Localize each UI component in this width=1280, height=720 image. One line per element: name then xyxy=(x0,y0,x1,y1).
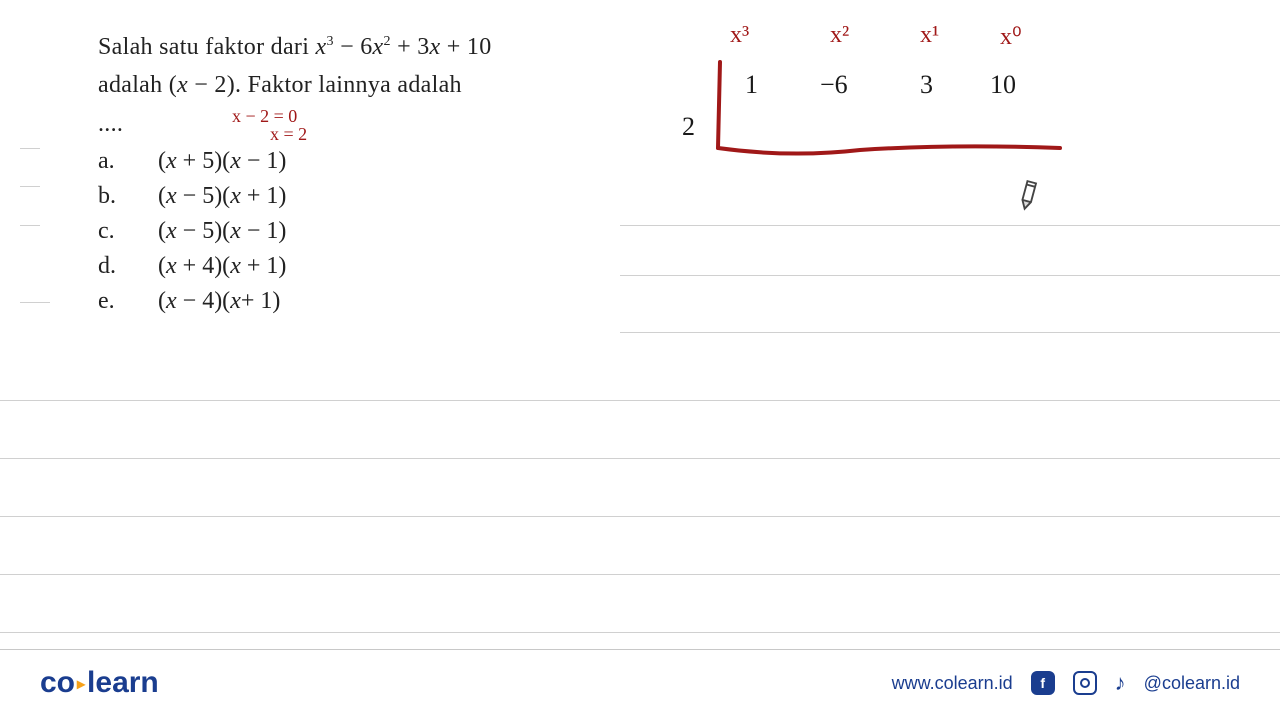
footer-url[interactable]: www.colearn.id xyxy=(892,673,1013,694)
coef-2: −6 xyxy=(820,70,848,100)
coef-4: 10 xyxy=(990,70,1016,100)
header-x2: x² xyxy=(830,22,849,49)
option-b: b.(x − 5)(x + 1) xyxy=(98,183,286,210)
options-list: a.(x + 5)(x − 1) b.(x − 5)(x + 1) c.(x −… xyxy=(98,148,286,323)
header-x0: x⁰ xyxy=(1000,22,1022,51)
coef-1: 1 xyxy=(745,70,758,100)
pencil-icon xyxy=(1008,173,1051,218)
instagram-icon[interactable] xyxy=(1073,671,1097,695)
colearn-logo: co▸learn xyxy=(40,666,159,700)
divisor: 2 xyxy=(682,112,695,142)
question-line1: Salah satu faktor dari x3 − 6x2 + 3x + 1… xyxy=(98,28,578,66)
coef-3: 3 xyxy=(920,70,933,100)
question-dots: .... xyxy=(98,105,578,143)
tiktok-icon[interactable]: ♪ xyxy=(1115,670,1126,696)
header-x3: x³ xyxy=(730,22,749,49)
facebook-icon[interactable]: f xyxy=(1031,671,1055,695)
footer: co▸learn www.colearn.id f ♪ @colearn.id xyxy=(0,649,1280,712)
option-a: a.(x + 5)(x − 1) xyxy=(98,148,286,175)
option-d: d.(x + 4)(x + 1) xyxy=(98,253,286,280)
option-c: c.(x − 5)(x − 1) xyxy=(98,218,286,245)
header-x1: x¹ xyxy=(920,22,939,49)
question-line2: adalah (x − 2). Faktor lainnya adalah xyxy=(98,66,578,104)
option-e: e.(x − 4)(x+ 1) xyxy=(98,288,286,315)
handwriting-eq2: x = 2 xyxy=(270,124,307,145)
footer-handle[interactable]: @colearn.id xyxy=(1144,673,1240,694)
question-text: Salah satu faktor dari x3 − 6x2 + 3x + 1… xyxy=(98,28,578,143)
